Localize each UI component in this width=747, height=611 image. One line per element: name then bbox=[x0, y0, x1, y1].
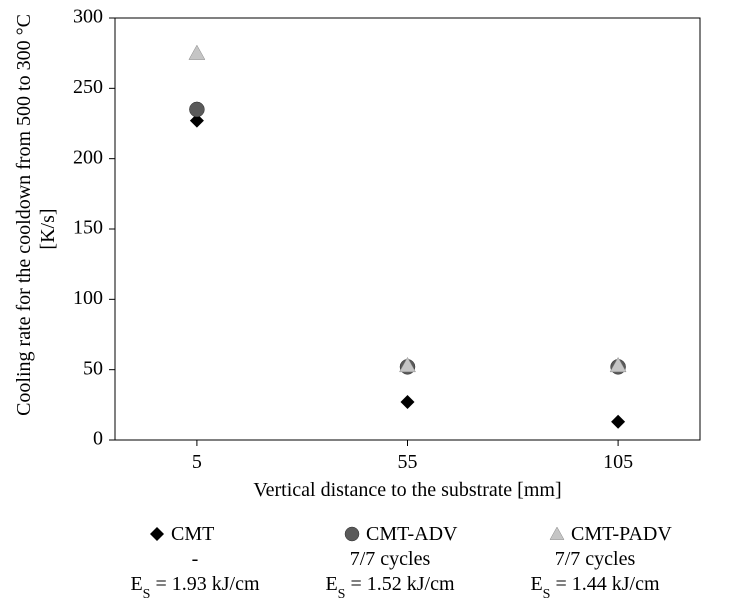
legend-sub1: 7/7 cycles bbox=[555, 548, 636, 570]
legend-label: CMT bbox=[171, 523, 214, 545]
x-axis-title: Vertical distance to the substrate [mm] bbox=[253, 479, 561, 501]
legend-label: CMT-ADV bbox=[366, 523, 458, 545]
y-axis-title-line1: Cooling rate for the cooldown from 500 t… bbox=[13, 14, 35, 416]
chart-background bbox=[0, 0, 747, 611]
y-tick-label: 50 bbox=[83, 357, 103, 379]
legend-label: CMT-PADV bbox=[571, 523, 672, 545]
x-tick-label: 55 bbox=[398, 451, 418, 473]
legend-sub1: 7/7 cycles bbox=[350, 548, 431, 570]
data-point bbox=[189, 102, 204, 117]
y-tick-label: 250 bbox=[73, 76, 103, 98]
y-tick-label: 300 bbox=[73, 6, 103, 28]
legend-sub1: - bbox=[192, 548, 199, 570]
x-tick-label: 5 bbox=[192, 451, 202, 473]
scatter-chart: 050100150200250300555105Vertical distanc… bbox=[0, 0, 747, 611]
legend-marker bbox=[345, 527, 359, 541]
y-tick-label: 200 bbox=[73, 146, 103, 168]
chart-container: 050100150200250300555105Vertical distanc… bbox=[0, 0, 747, 611]
y-tick-label: 0 bbox=[93, 428, 103, 450]
y-tick-label: 100 bbox=[73, 287, 103, 309]
y-axis-title-line2: [K/s] bbox=[37, 208, 59, 249]
x-tick-label: 105 bbox=[603, 451, 633, 473]
y-tick-label: 150 bbox=[73, 217, 103, 239]
